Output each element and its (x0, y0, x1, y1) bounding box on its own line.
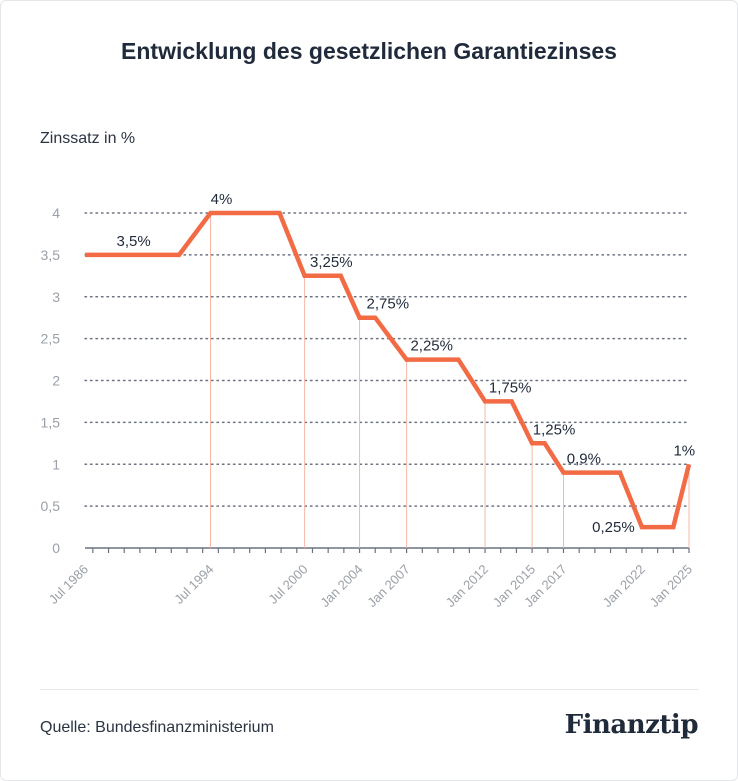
y-tick-label: 1,5 (41, 414, 61, 430)
data-label: 2,75% (367, 296, 410, 313)
data-label: 1,25% (533, 421, 576, 438)
y-tick-label: 0 (52, 540, 60, 556)
garantiezins-line (85, 210, 692, 530)
x-tick-label: Jan 2004 (317, 562, 365, 610)
y-tick-label: 1 (52, 456, 60, 472)
finanztip-logo: Finanztip (564, 710, 699, 740)
data-label: 2,25% (410, 338, 453, 355)
y-tick-label: 4 (52, 205, 60, 221)
x-tick-label: Jan 2012 (443, 562, 491, 610)
y-tick-label: 2,5 (41, 331, 61, 347)
x-tick-label: Jul 2000 (265, 562, 310, 607)
data-label: 3,5% (117, 233, 151, 250)
chart-title: Entwicklung des gesetzlichen Garantiezin… (121, 38, 617, 64)
y-axis-label: Zinssatz in % (40, 130, 136, 147)
y-tick-label: 0,5 (41, 498, 61, 514)
x-tick-label: Jul 1994 (171, 562, 216, 607)
data-label: 3,25% (310, 254, 353, 271)
x-tick-label: Jul 1986 (46, 562, 91, 607)
y-tick-label: 3 (52, 289, 60, 305)
footer-divider (40, 689, 698, 690)
data-label: 1,75% (489, 379, 532, 396)
y-tick-label: 2 (52, 373, 60, 389)
data-label: 0,25% (592, 519, 635, 536)
x-tick-label: Jan 2022 (600, 562, 648, 610)
line-chart: 0 0,5 1 1,5 2 2,5 3 3,5 4 3,5% 4% 3,25% 2,75% 2,25% 1,… (41, 191, 696, 610)
data-label: 1% (673, 442, 695, 459)
data-label: 0,9% (567, 451, 601, 468)
data-label: 4% (211, 191, 233, 208)
y-tick-label: 3,5 (41, 247, 61, 263)
source-note: Quelle: Bundesfinanzministerium (40, 719, 274, 736)
x-tick-label: Jan 2007 (364, 562, 412, 610)
x-tick-label: Jan 2025 (647, 562, 695, 610)
